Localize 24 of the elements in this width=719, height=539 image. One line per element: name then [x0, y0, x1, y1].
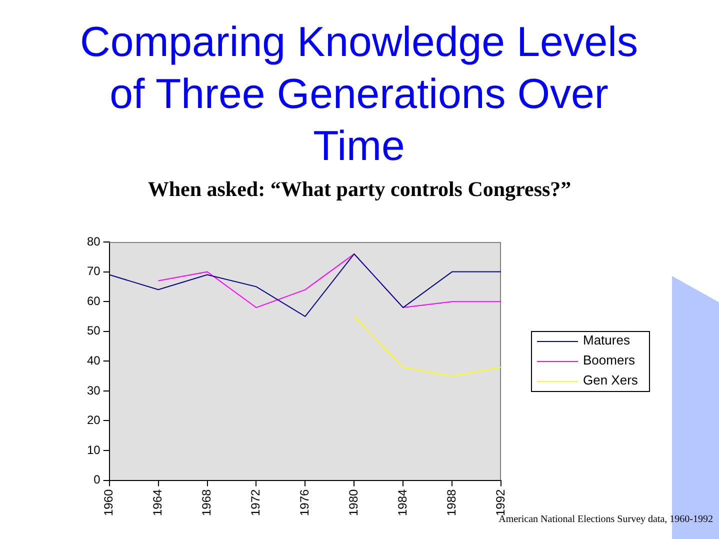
- x-tick-label: 1988: [444, 488, 458, 516]
- x-tick-label: 1972: [248, 488, 263, 516]
- chart-title: Comparing Knowledge Levels of Three Generations Over Time: [79, 17, 639, 171]
- y-tick-label: 40: [86, 353, 101, 368]
- y-tick-label: 80: [86, 234, 101, 248]
- x-tick-label: 1984: [395, 488, 410, 516]
- y-tick-label: 0: [94, 472, 101, 487]
- chart-subtitle: When asked: “What party controls Congress?”: [146, 176, 572, 202]
- y-tick-label: 50: [86, 324, 101, 338]
- x-tick-label: 1960: [102, 488, 116, 516]
- y-tick-label: 10: [86, 442, 101, 457]
- y-tick-label: 70: [86, 264, 101, 278]
- x-tick-label: 1980: [346, 488, 360, 516]
- text: American National Elections Survey data, 1960-1992: [498, 514, 713, 526]
- y-tick-label: 60: [86, 294, 101, 308]
- x-tick-label: 1968: [200, 488, 214, 516]
- legend-label: Boomers: [583, 352, 636, 368]
- x-tick-label: 1992: [493, 488, 508, 516]
- x-tick-label: 1976: [297, 488, 312, 516]
- legend-label: Gen Xers: [583, 372, 638, 388]
- y-tick-label: 20: [86, 413, 101, 428]
- y-tick-label: 30: [86, 383, 101, 398]
- x-tick-label: 1964: [150, 488, 165, 516]
- legend-label: Matures: [583, 332, 630, 348]
